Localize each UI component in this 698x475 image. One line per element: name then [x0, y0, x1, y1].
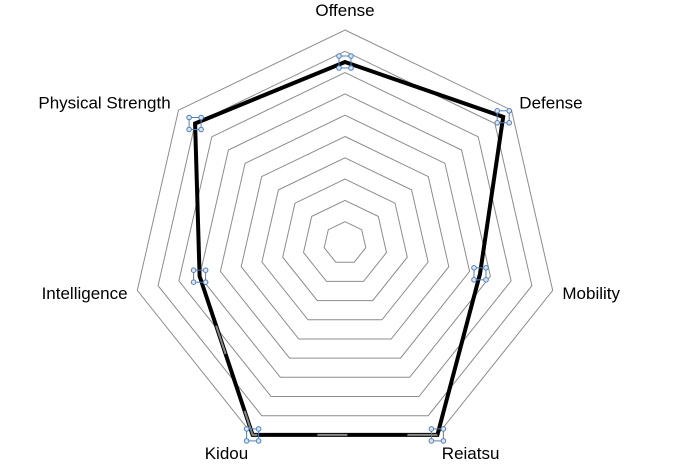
vertex-handle-dot — [440, 438, 447, 444]
vertex-handle-frame — [496, 110, 510, 124]
radar-grid — [136, 29, 554, 436]
vertex-handle-dot — [494, 120, 501, 126]
selection-handles — [186, 53, 513, 444]
grid-ring-8 — [178, 72, 512, 397]
vertex-handle-2[interactable] — [471, 265, 489, 283]
series-highlight-0 — [198, 275, 438, 436]
vertex-handle-dot — [440, 426, 447, 432]
vertex-handle-dot — [190, 267, 197, 274]
vertex-handle-dot — [255, 438, 262, 444]
vertex-handle-frame — [246, 428, 260, 442]
grid-ring-6 — [219, 114, 471, 359]
vertex-handle-dot — [336, 65, 342, 71]
vertex-handle-frame — [473, 267, 487, 281]
radar-series — [193, 59, 506, 437]
vertex-handle-dot — [190, 279, 197, 286]
vertex-handle-dot — [506, 120, 513, 126]
grid-ring-9 — [157, 50, 533, 417]
vertex-handle-frame — [430, 428, 444, 442]
axis-label-intelligence: Intelligence — [42, 284, 128, 303]
vertex-handle-dot — [202, 267, 209, 274]
grid-ring-5 — [240, 135, 450, 340]
vertex-handle-dot — [348, 65, 354, 71]
vertex-handle-dot — [186, 126, 192, 133]
grid-ring-7 — [199, 93, 491, 378]
vertex-handle-frame — [338, 55, 352, 69]
axis-label-physical-strength: Physical Strength — [38, 94, 170, 113]
grid-ring-2 — [302, 199, 388, 282]
grid-ring-3 — [282, 178, 408, 302]
axis-label-kidou: Kidou — [205, 444, 248, 463]
vertex-handle-4[interactable] — [243, 426, 262, 444]
vertex-handle-dot — [483, 265, 489, 271]
vertex-handle-dot — [198, 126, 204, 133]
vertex-handle-dot — [202, 279, 209, 286]
vertex-handle-dot — [243, 438, 250, 444]
vertex-handle-dot — [471, 277, 477, 283]
vertex-handle-frame — [188, 117, 202, 130]
vertex-handle-dot — [198, 114, 204, 121]
vertex-handle-dot — [336, 53, 342, 59]
vertex-handle-dot — [494, 108, 501, 114]
axis-label-mobility: Mobility — [562, 284, 620, 303]
vertex-handle-dot — [186, 114, 192, 121]
vertex-handle-dot — [255, 426, 262, 432]
vertex-handle-3[interactable] — [428, 426, 447, 444]
vertex-handle-dot — [471, 265, 477, 271]
vertex-handle-1[interactable] — [494, 108, 513, 126]
axis-label-offense: Offense — [315, 1, 374, 20]
vertex-handle-6[interactable] — [186, 114, 204, 133]
vertex-handle-dot — [483, 277, 489, 283]
grid-ring-1 — [323, 221, 367, 263]
vertex-handle-5[interactable] — [190, 267, 209, 286]
axis-label-reiatsu: Reiatsu — [442, 444, 500, 463]
vertex-handle-frame — [193, 269, 207, 283]
vertex-handle-dot — [348, 53, 354, 59]
vertex-handle-dot — [428, 426, 435, 432]
axis-labels: Offense Defense Mobility Reiatsu Kidou Intell… — [38, 1, 620, 463]
grid-ring-4 — [261, 157, 429, 321]
vertex-handle-dot — [506, 108, 513, 114]
vertex-handle-dot — [243, 426, 250, 432]
vertex-handle-0[interactable] — [336, 53, 354, 71]
vertex-handle-dot — [428, 438, 435, 444]
axis-label-defense: Defense — [519, 94, 582, 113]
